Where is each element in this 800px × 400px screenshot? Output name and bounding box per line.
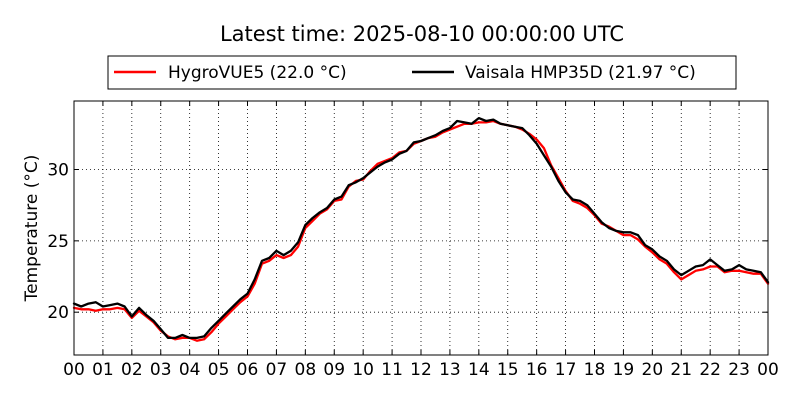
legend-label-hygrovue: HygroVUE5 (22.0 °C) xyxy=(168,63,347,83)
x-tick-label: 00 xyxy=(757,360,779,380)
x-tick-label: 18 xyxy=(584,360,606,380)
series-line-vaisala xyxy=(72,116,770,340)
grid xyxy=(74,101,768,355)
x-tick-label: 23 xyxy=(728,360,750,380)
x-tick-label: 17 xyxy=(555,360,577,380)
x-tick-label: 06 xyxy=(237,360,259,380)
x-tick-label: 09 xyxy=(323,360,345,380)
x-tick-label: 05 xyxy=(208,360,230,380)
x-tick-label: 02 xyxy=(121,360,143,380)
chart-title: Latest time: 2025-08-10 00:00:00 UTC xyxy=(220,22,624,46)
y-tick-label: 20 xyxy=(47,303,69,323)
x-tick-label: 08 xyxy=(295,360,317,380)
y-tick-label: 30 xyxy=(47,160,69,180)
x-tick-label: 03 xyxy=(150,360,172,380)
x-tick-label: 15 xyxy=(497,360,519,380)
x-tick-label: 01 xyxy=(92,360,114,380)
x-tick-label: 13 xyxy=(439,360,461,380)
x-tick-label: 22 xyxy=(699,360,721,380)
x-tick-label: 16 xyxy=(526,360,548,380)
y-axis-label: Temperature (°C) xyxy=(22,155,42,303)
x-tick-label: 07 xyxy=(266,360,288,380)
tick-labels: 00 01 02 03 04 05 06 07 08 09 10 11 12 13 14 15 16 17 18 19… xyxy=(47,160,778,380)
x-tick-label: 10 xyxy=(352,360,374,380)
legend-label-vaisala: Vaisala HMP35D (21.97 °C) xyxy=(465,63,696,83)
series-layer xyxy=(72,116,770,342)
x-tick-label: 00 xyxy=(63,360,85,380)
legend: HygroVUE5 (22.0 °C) Vaisala HMP35D (21.9… xyxy=(107,55,737,90)
x-tick-label: 14 xyxy=(468,360,490,380)
x-tick-label: 11 xyxy=(381,360,403,380)
x-tick-label: 20 xyxy=(642,360,664,380)
x-tick-label: 12 xyxy=(410,360,432,380)
ticks xyxy=(73,101,769,355)
plot-frame xyxy=(73,100,769,356)
x-tick-label: 04 xyxy=(179,360,201,380)
x-tick-label: 21 xyxy=(670,360,692,380)
x-tick-label: 19 xyxy=(613,360,635,380)
y-tick-label: 25 xyxy=(47,232,69,252)
